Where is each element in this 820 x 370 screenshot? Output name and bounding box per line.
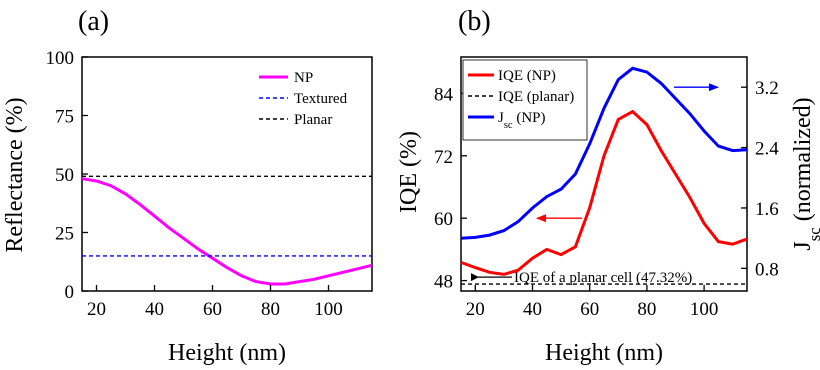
x-tick-label-a: 100 [314,299,343,320]
y-tick-label-b: 84 [434,84,454,105]
panel-b: (b) 20 40 60 80 100 48 60 72 84 0.8 1.6 2.4 3.2 IQE … [396,6,820,366]
x-tick-label-a: 40 [145,299,164,320]
panel-label-a: (a) [78,6,109,37]
series-group-a [82,176,372,284]
y-tick-label-b: 72 [434,147,453,168]
legend-label-a: Planar [294,112,332,128]
legend-label-a: Textured [294,91,348,107]
y2-tick-label-b: 3.2 [755,78,779,99]
legend-label-b: IQE (planar) [498,89,574,105]
ticks-a: 20 40 60 80 100 0 25 50 75 100 [46,48,343,320]
y-tick-label-a: 0 [65,282,75,303]
y2-axis-label-text: Jsc (normalized) [790,97,820,250]
panel-a: (a) 20 40 60 80 100 0 25 50 75 100 Height (nm) Re… [2,6,372,366]
y-tick-label-b: 60 [434,209,453,230]
x-tick-label-a: 80 [261,299,280,320]
x-tick-label-b: 40 [523,299,542,320]
y2-tick-label-b: 1.6 [755,199,779,220]
x-tick-label-a: 20 [87,299,106,320]
x-axis-label-a: Height (nm) [168,340,286,366]
x-tick-label-a: 60 [203,299,222,320]
y-tick-label-a: 100 [46,48,75,69]
y2-axis-label-b: Jsc (normalized) [790,97,820,250]
y-tick-label-a: 75 [55,107,74,128]
annotation-text: IQE of a planar cell (47.32%) [514,270,692,286]
x-tick-label-b: 100 [690,299,719,320]
x-tick-label-b: 60 [580,299,599,320]
y2-tick-label-b: 2.4 [755,139,779,160]
x-tick-label-b: 20 [466,299,485,320]
y2-tick-label-b: 0.8 [755,259,779,280]
x-axis-label-b: Height (nm) [545,340,663,366]
legend-label-a: NP [294,70,313,86]
legend-a: NP Textured Planar [259,70,348,128]
y-tick-label-b: 48 [434,272,453,293]
y-tick-label-a: 25 [55,224,74,245]
series-line-np-a [82,179,372,284]
legend-b: IQE (NP)IQE (planar)Jsc (NP) [463,60,587,140]
panel-label-b: (b) [458,6,491,37]
y-axis-label-a: Reflectance (%) [2,97,28,252]
legend-label-b: IQE (NP) [498,68,556,84]
y-axis-label-b: IQE (%) [396,131,422,213]
x-tick-label-b: 80 [637,299,656,320]
y-tick-label-a: 50 [55,165,74,186]
